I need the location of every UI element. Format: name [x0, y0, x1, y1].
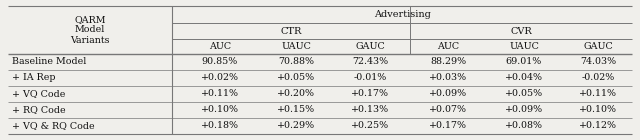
Text: Advertising: Advertising [374, 10, 431, 19]
Text: +0.12%: +0.12% [579, 122, 617, 130]
Text: UAUC: UAUC [509, 42, 539, 51]
Text: + VQ Code: + VQ Code [12, 89, 65, 99]
Text: +0.02%: +0.02% [201, 74, 239, 82]
Text: 90.85%: 90.85% [202, 58, 238, 66]
Text: +0.20%: +0.20% [277, 89, 315, 99]
Text: +0.10%: +0.10% [201, 106, 239, 115]
Text: AUC: AUC [209, 42, 231, 51]
Text: +0.17%: +0.17% [429, 122, 467, 130]
Text: +0.25%: +0.25% [351, 122, 389, 130]
Text: +0.09%: +0.09% [505, 106, 543, 115]
Text: +0.07%: +0.07% [429, 106, 467, 115]
Text: -0.02%: -0.02% [581, 74, 614, 82]
Text: +0.17%: +0.17% [351, 89, 389, 99]
Text: +0.08%: +0.08% [505, 122, 543, 130]
Text: +0.05%: +0.05% [277, 74, 315, 82]
Text: -0.01%: -0.01% [353, 74, 387, 82]
Text: +0.29%: +0.29% [277, 122, 315, 130]
Text: +0.18%: +0.18% [201, 122, 239, 130]
Text: + RQ Code: + RQ Code [12, 106, 66, 115]
Text: AUC: AUC [437, 42, 459, 51]
Text: GAUC: GAUC [355, 42, 385, 51]
Text: 74.03%: 74.03% [580, 58, 616, 66]
Text: 88.29%: 88.29% [430, 58, 466, 66]
Text: +0.05%: +0.05% [505, 89, 543, 99]
Text: +0.09%: +0.09% [429, 89, 467, 99]
Text: UAUC: UAUC [281, 42, 311, 51]
Text: GAUC: GAUC [583, 42, 613, 51]
Text: 69.01%: 69.01% [506, 58, 542, 66]
Text: +0.11%: +0.11% [201, 89, 239, 99]
Text: +0.03%: +0.03% [429, 74, 467, 82]
Text: 70.88%: 70.88% [278, 58, 314, 66]
Text: +0.11%: +0.11% [579, 89, 617, 99]
Text: Baseline Model: Baseline Model [12, 58, 86, 66]
Text: QARM
Model
Variants: QARM Model Variants [70, 15, 109, 45]
Text: +0.15%: +0.15% [277, 106, 315, 115]
Text: +0.13%: +0.13% [351, 106, 389, 115]
Text: + IA Rep: + IA Rep [12, 74, 56, 82]
Text: CVR: CVR [510, 26, 532, 36]
Text: CTR: CTR [280, 26, 301, 36]
Text: +0.04%: +0.04% [505, 74, 543, 82]
Text: +0.10%: +0.10% [579, 106, 617, 115]
Text: + VQ & RQ Code: + VQ & RQ Code [12, 122, 95, 130]
Text: 72.43%: 72.43% [352, 58, 388, 66]
